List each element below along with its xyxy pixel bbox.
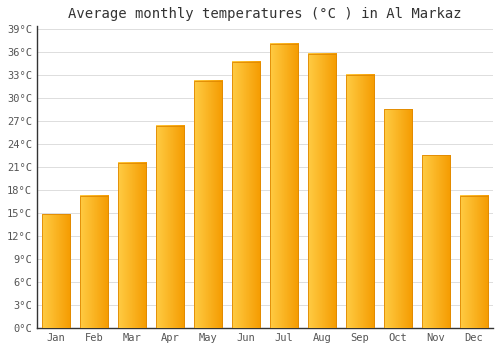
Bar xyxy=(384,109,412,328)
Bar xyxy=(194,81,222,328)
Bar xyxy=(156,126,184,328)
Bar xyxy=(118,163,146,328)
Bar xyxy=(80,196,108,328)
Bar xyxy=(308,54,336,328)
Bar xyxy=(42,215,70,328)
Bar xyxy=(346,75,374,328)
Bar xyxy=(270,44,298,328)
Bar xyxy=(422,155,450,328)
Title: Average monthly temperatures (°C ) in Al Markaz: Average monthly temperatures (°C ) in Al… xyxy=(68,7,462,21)
Bar xyxy=(460,196,488,328)
Bar xyxy=(232,62,260,328)
